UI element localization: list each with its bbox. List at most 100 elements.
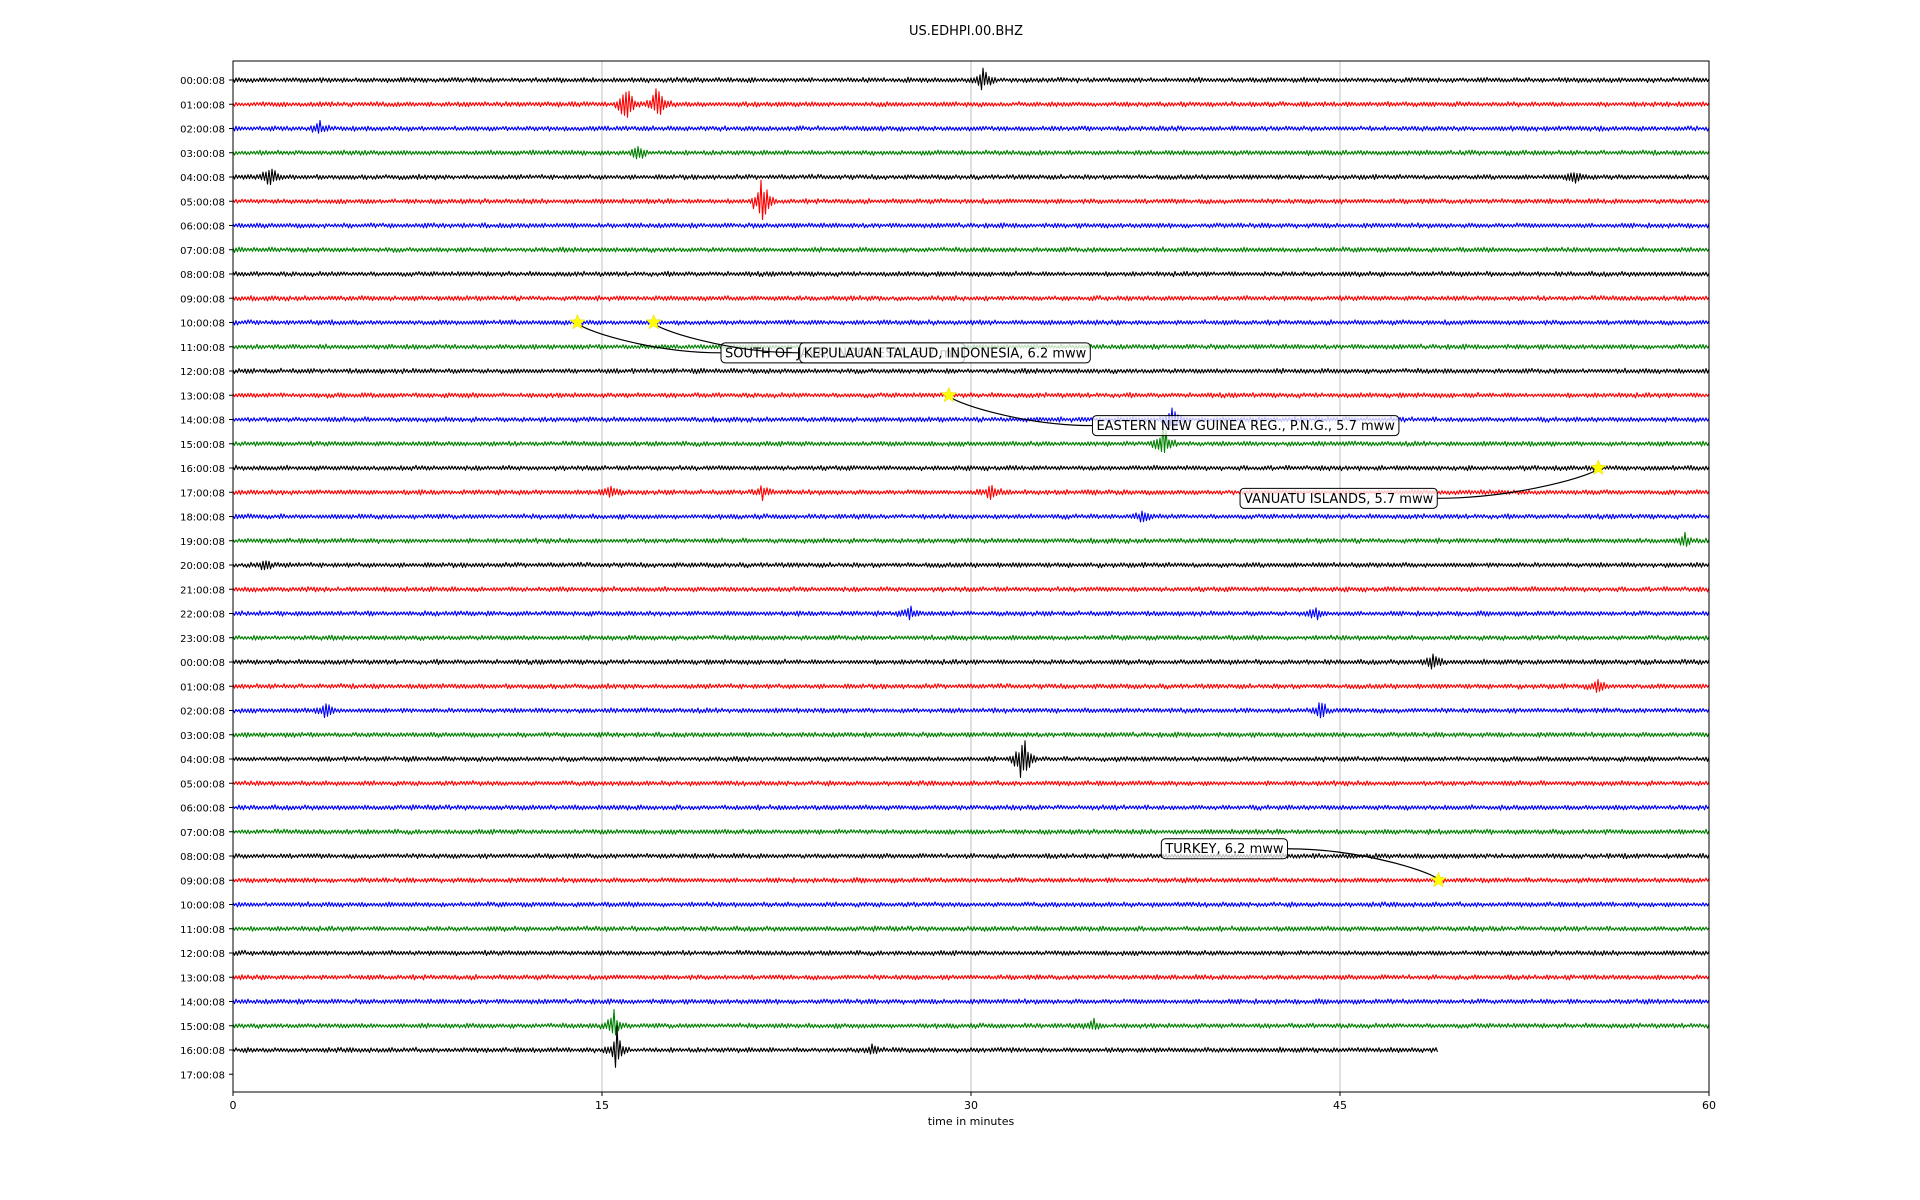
event-label: TURKEY, 6.2 mww bbox=[1164, 842, 1284, 857]
seismic-trace bbox=[232, 510, 1710, 523]
y-tick-label: 00:00:08 bbox=[180, 76, 225, 87]
y-tick-label: 07:00:08 bbox=[180, 828, 225, 839]
seismic-trace bbox=[232, 560, 1710, 571]
y-tick-label: 17:00:08 bbox=[180, 488, 225, 499]
y-tick-label: 07:00:08 bbox=[180, 246, 225, 257]
y-tick-label: 14:00:08 bbox=[180, 998, 225, 1009]
seismic-trace bbox=[232, 852, 1710, 860]
event-label: KEPULAUAN TALAUD, INDONESIA, 6.2 mww bbox=[804, 346, 1087, 361]
event-star-marker bbox=[940, 386, 958, 403]
y-tick-label: 06:00:08 bbox=[180, 222, 225, 233]
seismic-trace bbox=[232, 168, 1710, 186]
x-tick-label: 0 bbox=[230, 1099, 237, 1112]
seismic-trace bbox=[232, 67, 1710, 91]
event-label: EASTERN NEW GUINEA REG., P.N.G., 5.7 mww bbox=[1096, 419, 1395, 434]
y-tick-label: 10:00:08 bbox=[180, 319, 225, 330]
y-tick-label: 11:00:08 bbox=[180, 925, 225, 936]
seismic-trace bbox=[232, 367, 1710, 375]
y-tick-label: 10:00:08 bbox=[180, 901, 225, 912]
seismic-trace bbox=[232, 876, 1710, 884]
y-tick-label: 03:00:08 bbox=[180, 731, 225, 742]
event-label: VANUATU ISLANDS, 5.7 mww bbox=[1244, 492, 1434, 507]
y-tick-labels: 00:00:08 01:00:08 02:00:08 03:00:08 04:00:08… bbox=[180, 76, 233, 1081]
x-tick-label: 45 bbox=[1333, 1099, 1347, 1112]
x-tick-label: 15 bbox=[595, 1099, 609, 1112]
seismic-trace bbox=[232, 634, 1710, 641]
event-annotation: VANUATU ISLANDS, 5.7 mww bbox=[1239, 459, 1607, 509]
y-tick-label: 17:00:08 bbox=[180, 1070, 225, 1081]
y-tick-label: 04:00:08 bbox=[180, 755, 225, 766]
seismic-trace bbox=[232, 585, 1710, 593]
plot-frame bbox=[232, 60, 1710, 1093]
seismic-trace bbox=[232, 925, 1710, 933]
y-tick-label: 01:00:08 bbox=[180, 682, 225, 693]
seismic-trace bbox=[232, 391, 1710, 399]
y-tick-label: 19:00:08 bbox=[180, 537, 225, 548]
event-annotation: KEPULAUAN TALAUD, INDONESIA, 6.2 mww bbox=[645, 313, 1091, 364]
y-tick-label: 15:00:08 bbox=[180, 1022, 225, 1033]
seismic-trace bbox=[232, 246, 1710, 254]
seismic-trace bbox=[232, 998, 1710, 1005]
seismic-trace bbox=[232, 653, 1710, 670]
seismic-trace bbox=[232, 422, 1710, 454]
seismic-trace bbox=[232, 740, 1710, 778]
seismic-trace bbox=[232, 1025, 1439, 1068]
y-tick-label: 23:00:08 bbox=[180, 634, 225, 645]
event-label-box bbox=[1091, 415, 1400, 437]
seismic-trace bbox=[232, 779, 1710, 787]
seismic-trace bbox=[232, 319, 1710, 326]
y-tick-label: 11:00:08 bbox=[180, 343, 225, 354]
seismic-trace bbox=[232, 485, 1710, 502]
event-annotation: EASTERN NEW GUINEA REG., P.N.G., 5.7 mww bbox=[940, 386, 1400, 437]
event-star-marker bbox=[1590, 459, 1607, 476]
event-label-box bbox=[1160, 838, 1289, 860]
y-tick-label: 08:00:08 bbox=[180, 852, 225, 863]
seismic-trace bbox=[232, 531, 1710, 547]
y-tick-label: 12:00:08 bbox=[180, 949, 225, 960]
x-ticks: 0 15 30 45 60 bbox=[230, 1092, 1716, 1112]
y-tick-label: 00:00:08 bbox=[180, 658, 225, 669]
y-tick-label: 02:00:08 bbox=[180, 707, 225, 718]
y-tick-label: 05:00:08 bbox=[180, 197, 225, 208]
seismic-trace bbox=[232, 464, 1710, 472]
seismic-trace bbox=[232, 88, 1710, 118]
event-label-box bbox=[799, 342, 1091, 364]
seismic-trace bbox=[232, 145, 1710, 160]
y-tick-label: 16:00:08 bbox=[180, 464, 225, 475]
y-tick-label: 13:00:08 bbox=[180, 391, 225, 402]
y-tick-label: 04:00:08 bbox=[180, 173, 225, 184]
y-tick-label: 12:00:08 bbox=[180, 367, 225, 378]
x-tick-label: 30 bbox=[964, 1099, 978, 1112]
seismic-trace bbox=[232, 678, 1710, 693]
x-tick-label: 60 bbox=[1702, 1099, 1716, 1112]
y-tick-label: 20:00:08 bbox=[180, 561, 225, 572]
seismic-trace bbox=[232, 702, 1710, 719]
seismic-trace bbox=[232, 1009, 1710, 1036]
event-star-marker bbox=[645, 313, 662, 330]
y-tick-label: 08:00:08 bbox=[180, 270, 225, 281]
seismic-trace bbox=[232, 222, 1710, 229]
event-annotation: TURKEY, 6.2 mww bbox=[1160, 838, 1447, 888]
y-tick-label: 01:00:08 bbox=[180, 100, 225, 111]
y-tick-label: 06:00:08 bbox=[180, 804, 225, 815]
y-tick-label: 16:00:08 bbox=[180, 1046, 225, 1057]
chart-title: US.EDHPI.00.BHZ bbox=[909, 24, 1023, 39]
seismic-trace bbox=[232, 407, 1710, 432]
event-label-box bbox=[1239, 487, 1438, 509]
y-tick-label: 15:00:08 bbox=[180, 440, 225, 451]
seismic-trace bbox=[232, 974, 1710, 981]
x-axis-label: time in minutes bbox=[928, 1115, 1015, 1128]
seismic-trace bbox=[232, 605, 1710, 621]
event-star-marker bbox=[569, 313, 586, 330]
y-tick-label: 09:00:08 bbox=[180, 294, 225, 305]
y-tick-label: 22:00:08 bbox=[180, 610, 225, 621]
seismic-trace bbox=[232, 270, 1710, 278]
seismic-trace bbox=[232, 804, 1710, 811]
seismic-trace bbox=[232, 119, 1710, 134]
event-annotations: SOUTH OF JAVA, INDONESIA, 5.7 mbKEPULAUA… bbox=[569, 313, 1607, 888]
y-tick-label: 21:00:08 bbox=[180, 585, 225, 596]
event-star-marker bbox=[1430, 871, 1447, 888]
seismic-trace bbox=[232, 295, 1710, 302]
y-tick-label: 02:00:08 bbox=[180, 125, 225, 136]
